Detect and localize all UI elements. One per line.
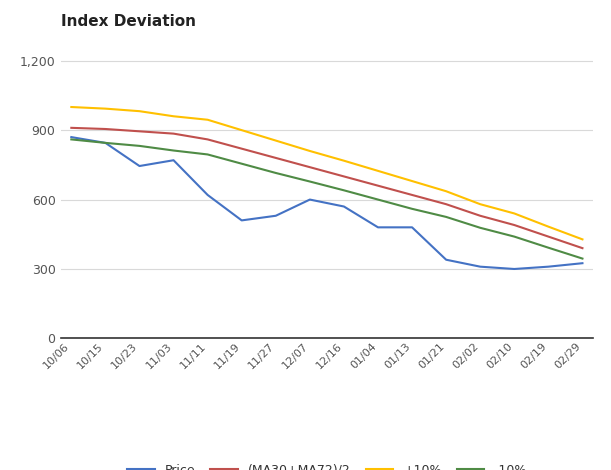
(MA30+MA72)/2: [272, 155, 279, 161]
+10%: [306, 148, 313, 154]
(MA30+MA72)/2: [101, 126, 109, 132]
Price: [306, 197, 313, 203]
Price: [272, 213, 279, 219]
+10%: [272, 138, 279, 143]
(MA30+MA72)/2: [136, 128, 143, 134]
(MA30+MA72)/2: [306, 164, 313, 170]
-10%: [340, 188, 348, 193]
(MA30+MA72)/2: [238, 146, 246, 151]
Line: Price: Price: [71, 137, 582, 269]
+10%: [204, 117, 211, 123]
Price: [408, 225, 415, 230]
(MA30+MA72)/2: [408, 192, 415, 198]
Price: [101, 140, 109, 146]
+10%: [579, 236, 586, 242]
(MA30+MA72)/2: [204, 137, 211, 142]
(MA30+MA72)/2: [579, 245, 586, 251]
-10%: [408, 206, 415, 212]
+10%: [101, 106, 109, 111]
-10%: [545, 245, 552, 251]
+10%: [375, 168, 382, 174]
-10%: [442, 214, 450, 220]
+10%: [442, 188, 450, 194]
+10%: [477, 201, 484, 207]
Text: Index Deviation: Index Deviation: [61, 15, 196, 30]
+10%: [238, 127, 246, 133]
(MA30+MA72)/2: [545, 234, 552, 239]
Price: [477, 264, 484, 269]
-10%: [101, 140, 109, 146]
Line: (MA30+MA72)/2: (MA30+MA72)/2: [71, 128, 582, 248]
-10%: [375, 197, 382, 203]
Legend: Price, (MA30+MA72)/2, +10%, -10%: Price, (MA30+MA72)/2, +10%, -10%: [122, 459, 532, 470]
Line: +10%: +10%: [71, 107, 582, 239]
-10%: [68, 137, 75, 142]
(MA30+MA72)/2: [375, 183, 382, 188]
Price: [579, 260, 586, 266]
Price: [511, 266, 518, 272]
-10%: [136, 143, 143, 149]
+10%: [170, 113, 177, 119]
-10%: [238, 161, 246, 166]
(MA30+MA72)/2: [68, 125, 75, 131]
+10%: [340, 158, 348, 164]
Price: [442, 257, 450, 263]
(MA30+MA72)/2: [477, 213, 484, 219]
Price: [375, 225, 382, 230]
(MA30+MA72)/2: [170, 131, 177, 136]
-10%: [579, 256, 586, 261]
Line: -10%: -10%: [71, 140, 582, 258]
+10%: [545, 224, 552, 229]
-10%: [511, 234, 518, 239]
+10%: [511, 211, 518, 216]
Price: [68, 134, 75, 140]
Price: [238, 218, 246, 223]
+10%: [68, 104, 75, 110]
Price: [204, 192, 211, 198]
+10%: [136, 109, 143, 114]
-10%: [272, 170, 279, 176]
+10%: [408, 178, 415, 184]
(MA30+MA72)/2: [442, 201, 450, 207]
Price: [170, 157, 177, 163]
-10%: [477, 225, 484, 231]
-10%: [170, 148, 177, 153]
-10%: [306, 179, 313, 184]
(MA30+MA72)/2: [511, 222, 518, 228]
Price: [545, 264, 552, 269]
Price: [340, 204, 348, 209]
Price: [136, 163, 143, 169]
(MA30+MA72)/2: [340, 173, 348, 179]
-10%: [204, 152, 211, 157]
